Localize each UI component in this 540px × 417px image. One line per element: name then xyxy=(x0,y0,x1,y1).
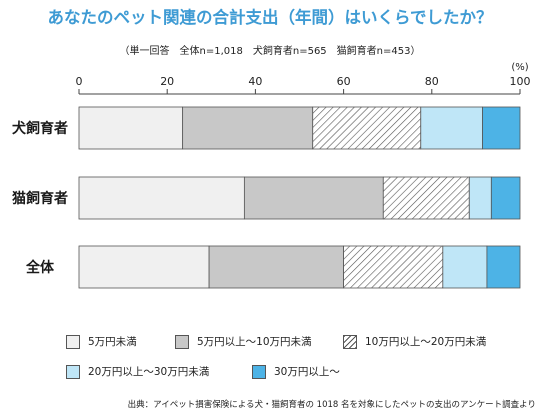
legend-label: 5万円以上～10万円未満 xyxy=(197,336,312,348)
legend-swatch xyxy=(252,364,266,379)
legend-swatch xyxy=(66,364,80,379)
x-tick-label: 0 xyxy=(76,75,83,88)
bar-segment xyxy=(312,106,422,150)
legend-swatch xyxy=(66,334,80,349)
bar-segment xyxy=(442,245,488,289)
x-tick-label: 60 xyxy=(337,75,351,88)
x-tick-label: 100 xyxy=(510,75,531,88)
x-tick-label: 40 xyxy=(248,75,262,88)
legend-swatch xyxy=(175,334,189,349)
unit-label: (%) xyxy=(511,62,528,73)
legend-item: 10万円以上～20万円未満 xyxy=(343,334,486,349)
category-label: 全体 xyxy=(25,259,55,276)
legend-label: 20万円以上～30万円未満 xyxy=(88,366,210,378)
bar-segment xyxy=(490,176,521,220)
bar-segment xyxy=(382,176,470,220)
bar-segment xyxy=(243,176,384,220)
legend-item: 20万円以上～30万円未満 xyxy=(66,364,209,379)
bar-segment xyxy=(208,245,345,289)
legend-item: 30万円以上～ xyxy=(252,364,340,379)
legend-label: 5万円未満 xyxy=(88,336,137,348)
bar-segment xyxy=(182,106,314,150)
legend-item: 5万円以上～10万円未満 xyxy=(175,334,312,349)
chart-subtitle: （単一回答 全体n=1,018 犬飼育者n=565 猫飼育者n=453） xyxy=(119,46,421,57)
bar-segment xyxy=(78,176,245,220)
category-label: 犬飼育者 xyxy=(12,120,68,137)
bar-segment xyxy=(78,106,184,150)
chart-title: あなたのペット関連の合計支出（年間）はいくらでしたか？ xyxy=(47,8,493,27)
category-label: 猫飼育者 xyxy=(12,190,68,207)
bar-segment xyxy=(486,245,521,289)
legend-label: 30万円以上～ xyxy=(274,366,340,378)
source-note: 出典：アイペット損害保険による犬・猫飼育者の 1018 名を対象にしたペットの支… xyxy=(127,400,536,410)
legend-swatch xyxy=(343,334,357,349)
x-tick-label: 80 xyxy=(425,75,439,88)
bar-segment xyxy=(468,176,492,220)
bar-segment xyxy=(420,106,483,150)
bar-segment xyxy=(482,106,521,150)
x-tick-label: 20 xyxy=(160,75,174,88)
legend-label: 10万円以上～20万円未満 xyxy=(365,336,487,348)
bar-segment xyxy=(343,245,444,289)
legend-item: 5万円未満 xyxy=(66,334,137,349)
bar-segment xyxy=(78,245,210,289)
